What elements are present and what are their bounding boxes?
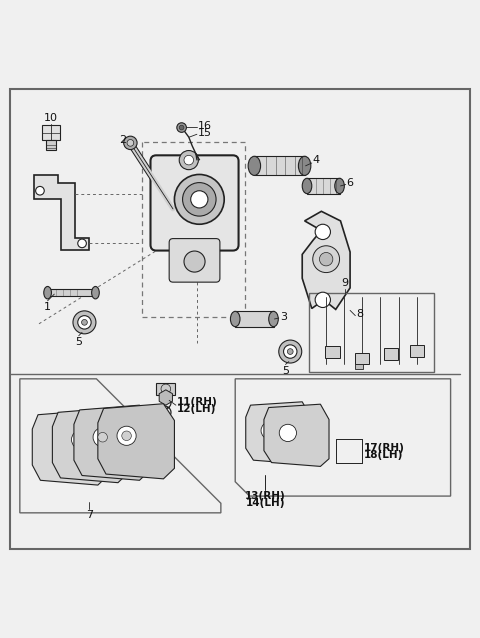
Circle shape	[320, 253, 333, 266]
Circle shape	[288, 349, 293, 355]
Circle shape	[78, 316, 91, 329]
Ellipse shape	[44, 286, 51, 299]
Circle shape	[124, 136, 137, 149]
Text: 8: 8	[356, 309, 363, 319]
Text: 5: 5	[75, 338, 82, 347]
Bar	[384, 348, 398, 360]
Bar	[307, 178, 339, 193]
Ellipse shape	[302, 178, 312, 193]
Polygon shape	[159, 390, 172, 405]
Bar	[254, 156, 305, 175]
Text: 13(RH): 13(RH)	[245, 491, 286, 501]
Polygon shape	[74, 405, 151, 480]
Circle shape	[78, 239, 86, 248]
Bar	[46, 140, 56, 150]
Circle shape	[279, 424, 297, 441]
Circle shape	[174, 174, 224, 224]
Circle shape	[182, 182, 216, 216]
Polygon shape	[264, 404, 329, 466]
Circle shape	[93, 427, 112, 447]
Circle shape	[127, 140, 134, 146]
Circle shape	[98, 433, 108, 442]
Text: 17(RH): 17(RH)	[363, 443, 404, 453]
Bar	[325, 346, 339, 359]
Polygon shape	[302, 211, 350, 309]
Circle shape	[177, 122, 186, 132]
Text: 10: 10	[44, 113, 58, 122]
Text: 18(LH): 18(LH)	[363, 450, 403, 461]
FancyBboxPatch shape	[151, 155, 239, 251]
Circle shape	[315, 224, 330, 239]
Text: 14(LH): 14(LH)	[246, 498, 285, 508]
Text: 2: 2	[119, 135, 126, 145]
Circle shape	[315, 292, 330, 308]
Text: 3: 3	[280, 311, 287, 322]
Circle shape	[82, 320, 87, 325]
Polygon shape	[98, 404, 174, 479]
Polygon shape	[52, 408, 129, 483]
Text: 16: 16	[198, 121, 212, 131]
Circle shape	[72, 430, 91, 449]
Bar	[310, 293, 434, 372]
Text: 15: 15	[198, 128, 212, 138]
Text: 6: 6	[347, 177, 354, 188]
Polygon shape	[34, 175, 89, 249]
Circle shape	[73, 311, 96, 334]
Text: 4: 4	[313, 155, 320, 165]
Circle shape	[179, 125, 184, 130]
Bar	[235, 311, 274, 327]
Polygon shape	[246, 402, 311, 464]
Circle shape	[261, 422, 278, 439]
Circle shape	[36, 186, 44, 195]
Circle shape	[284, 345, 297, 359]
Ellipse shape	[299, 156, 311, 175]
FancyBboxPatch shape	[169, 239, 220, 282]
Bar	[42, 125, 60, 140]
Bar	[410, 345, 424, 357]
Text: 5: 5	[282, 366, 289, 376]
Ellipse shape	[248, 156, 261, 175]
Bar	[355, 364, 363, 369]
Circle shape	[191, 191, 208, 208]
Text: 1: 1	[44, 302, 51, 312]
Text: 9: 9	[342, 278, 349, 288]
Polygon shape	[32, 410, 109, 485]
Ellipse shape	[335, 178, 344, 193]
Ellipse shape	[230, 311, 240, 327]
Circle shape	[184, 155, 193, 165]
Bar	[48, 289, 96, 296]
Circle shape	[313, 246, 339, 272]
Ellipse shape	[92, 286, 99, 299]
Circle shape	[279, 340, 302, 363]
Circle shape	[122, 431, 132, 441]
Text: 12(LH): 12(LH)	[177, 404, 216, 415]
Bar	[156, 383, 175, 395]
Circle shape	[179, 151, 198, 170]
Bar	[355, 353, 369, 364]
Circle shape	[117, 426, 136, 445]
Text: 7: 7	[85, 510, 93, 521]
Text: 11(RH): 11(RH)	[177, 397, 217, 407]
Ellipse shape	[269, 311, 278, 327]
Circle shape	[184, 251, 205, 272]
